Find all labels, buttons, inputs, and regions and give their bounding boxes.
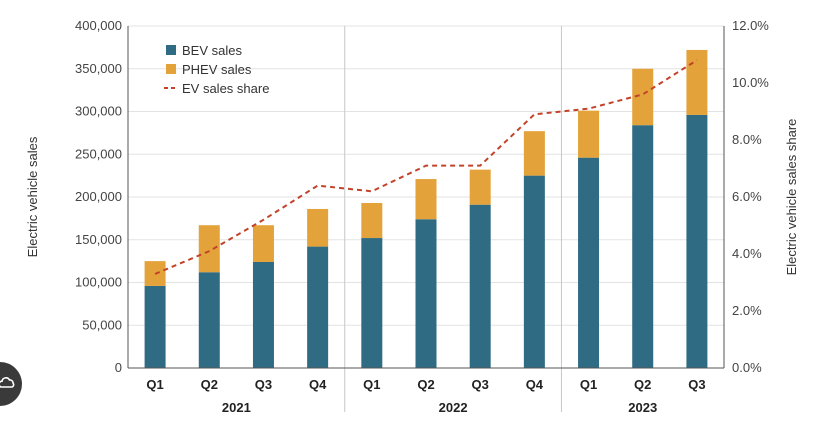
bar-bev [470, 205, 491, 368]
y2-tick-label: 6.0% [732, 189, 762, 204]
y2-tick-label: 12.0% [732, 18, 769, 33]
y-tick-label: 100,000 [75, 275, 122, 290]
y-tick-label: 0 [115, 360, 122, 375]
bars [145, 50, 708, 368]
legend-label-phev: PHEV sales [182, 62, 252, 77]
legend-swatch-phev [166, 64, 176, 74]
bar-bev [416, 219, 437, 368]
bar-phev [524, 131, 545, 175]
x-tick-label: Q3 [255, 377, 272, 392]
x-tick-label: Q2 [417, 377, 434, 392]
bar-bev [199, 272, 220, 368]
bar-bev [145, 286, 166, 368]
bar-phev [253, 225, 274, 262]
x-tick-label: Q3 [688, 377, 705, 392]
x-tick-label: Q2 [201, 377, 218, 392]
right-axis-title: Electric vehicle sales share [784, 119, 799, 276]
bar-phev [416, 179, 437, 219]
x-tick-label: Q1 [580, 377, 597, 392]
bar-bev [253, 262, 274, 368]
y-tick-label: 300,000 [75, 104, 122, 119]
bar-phev [578, 111, 599, 158]
year-label: 2021 [222, 400, 251, 415]
bar-phev [307, 209, 328, 247]
bar-bev [632, 125, 653, 368]
legend-label-share: EV sales share [182, 81, 269, 96]
legend-label-bev: BEV sales [182, 43, 242, 58]
x-tick-label: Q1 [363, 377, 380, 392]
bar-phev [199, 225, 220, 272]
y-tick-label: 150,000 [75, 232, 122, 247]
x-tick-label: Q3 [472, 377, 489, 392]
bar-bev [307, 247, 328, 368]
x-tick-label: Q4 [526, 377, 544, 392]
y-tick-label: 400,000 [75, 18, 122, 33]
year-label: 2023 [628, 400, 657, 415]
year-label: 2022 [439, 400, 468, 415]
bar-bev [686, 115, 707, 368]
bar-bev [361, 238, 382, 368]
bar-phev [686, 50, 707, 115]
bar-phev [470, 170, 491, 205]
y-tick-label: 200,000 [75, 189, 122, 204]
bar-phev [361, 203, 382, 238]
x-tick-label: Q4 [309, 377, 327, 392]
y2-tick-label: 10.0% [732, 75, 769, 90]
y-tick-label: 250,000 [75, 146, 122, 161]
legend-swatch-bev [166, 45, 176, 55]
y2-tick-label: 0.0% [732, 360, 762, 375]
x-tick-label: Q2 [634, 377, 651, 392]
bar-bev [578, 158, 599, 368]
legend: BEV sales PHEV sales EV sales share [164, 43, 269, 96]
x-tick-label: Q1 [146, 377, 163, 392]
y-tick-label: 350,000 [75, 61, 122, 76]
cloud-icon-glyph [0, 374, 16, 392]
left-axis-title: Electric vehicle sales [25, 136, 40, 257]
y2-tick-label: 8.0% [732, 132, 762, 147]
y-tick-label: 50,000 [82, 317, 122, 332]
y2-tick-label: 2.0% [732, 303, 762, 318]
bar-bev [524, 176, 545, 368]
y2-tick-label: 4.0% [732, 246, 762, 261]
